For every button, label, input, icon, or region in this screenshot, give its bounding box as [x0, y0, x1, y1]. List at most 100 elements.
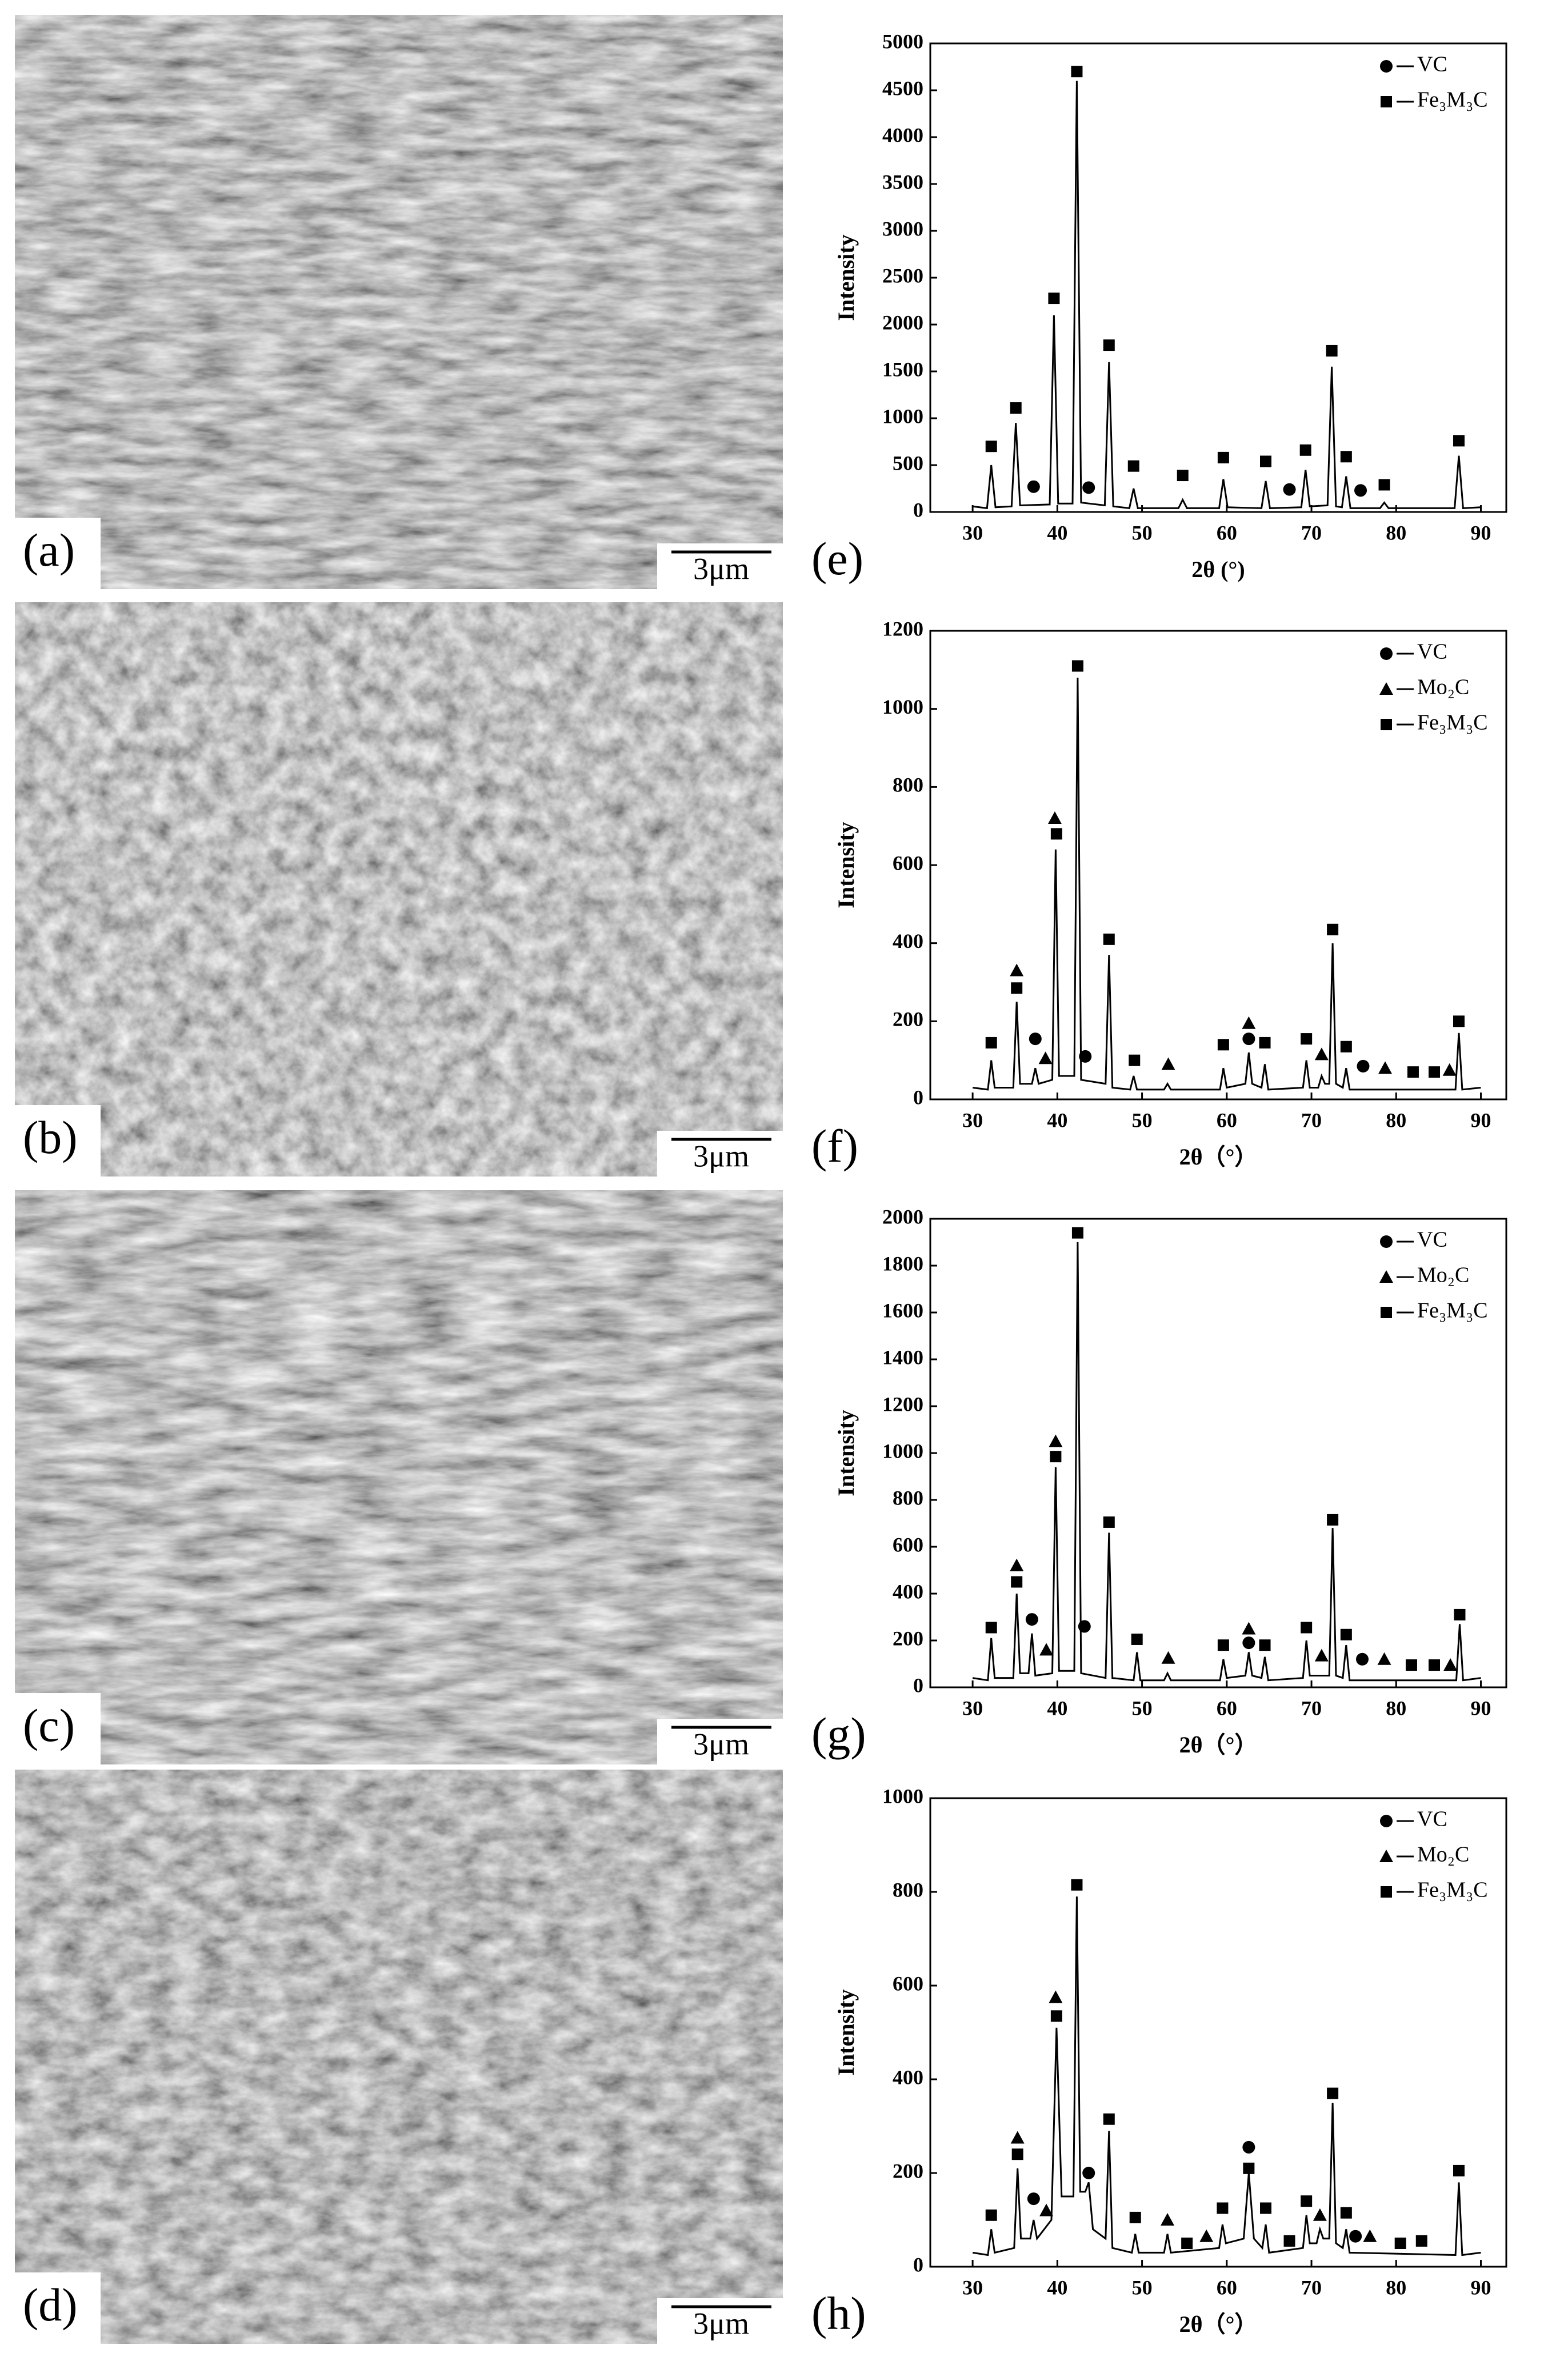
peak-marker	[1326, 345, 1338, 357]
xrd-trace	[972, 1896, 1481, 2256]
x-tick-label: 70	[1301, 521, 1322, 544]
panel-label: (c)	[23, 1699, 75, 1751]
y-tick-label: 500	[893, 451, 923, 474]
peak-marker	[1242, 1622, 1256, 1635]
y-tick-label: 400	[893, 930, 923, 953]
legend-label: VC	[1417, 640, 1447, 664]
peak-marker	[1314, 1648, 1329, 1662]
peak-marker	[1354, 484, 1367, 497]
y-tick-label: 2000	[882, 1205, 923, 1228]
peak-marker	[1356, 1652, 1369, 1666]
x-tick-label: 90	[1471, 2276, 1491, 2299]
peak-marker	[1340, 2207, 1352, 2219]
y-tick-label: 0	[913, 1674, 923, 1696]
peak-marker	[1161, 2213, 1175, 2226]
peak-marker	[1010, 2131, 1025, 2144]
peak-marker	[1301, 2195, 1313, 2207]
legend-label: Mo₂C	[1417, 1843, 1469, 1867]
peak-marker	[1131, 1633, 1143, 1645]
peak-marker	[1405, 1659, 1417, 1671]
peak-marker	[1301, 1033, 1313, 1045]
y-tick-label: 1000	[882, 1439, 923, 1462]
x-tick-label: 80	[1386, 1109, 1406, 1131]
peak-marker	[1340, 451, 1352, 463]
y-tick-label: 4000	[882, 123, 923, 146]
x-tick-label: 60	[1217, 1696, 1237, 1719]
peak-marker	[1363, 2229, 1377, 2242]
x-tick-label: 60	[1217, 521, 1237, 544]
panel-label-box	[15, 518, 101, 589]
xrd-trace	[972, 81, 1481, 510]
x-tick-label: 50	[1132, 521, 1153, 544]
peak-marker	[1327, 1514, 1339, 1526]
legend-marker	[1380, 647, 1393, 660]
peak-marker	[1259, 1037, 1271, 1049]
peak-marker	[1357, 1059, 1370, 1073]
legend-marker	[1381, 719, 1392, 730]
y-tick-label: 5000	[882, 30, 923, 53]
x-tick-label: 80	[1386, 521, 1406, 544]
peak-marker	[1047, 811, 1062, 824]
peak-marker	[1050, 2010, 1062, 2022]
x-tick-label: 30	[962, 1109, 983, 1131]
x-tick-label: 80	[1386, 2276, 1406, 2299]
panel-label-box	[15, 1693, 101, 1764]
legend-marker	[1379, 1850, 1393, 1862]
peak-marker	[1177, 470, 1189, 482]
peak-marker	[1082, 481, 1095, 494]
peak-marker	[1011, 982, 1023, 994]
x-tick-label: 50	[1132, 1109, 1153, 1131]
x-tick-label: 40	[1047, 2276, 1067, 2299]
peak-marker	[1050, 1451, 1062, 1463]
legend-marker	[1380, 60, 1393, 73]
xrd-trace	[972, 677, 1481, 1091]
panel-label: (a)	[23, 524, 75, 576]
peak-marker	[1050, 828, 1062, 840]
y-tick-label: 1000	[882, 695, 923, 718]
y-tick-label: 2500	[882, 264, 923, 287]
y-tick-label: 2000	[882, 311, 923, 334]
legend-label: Fe₃M₃C	[1417, 1878, 1488, 1902]
x-axis-label: 2θ（°）	[1179, 1732, 1258, 1758]
legend-marker	[1379, 1270, 1393, 1283]
peak-marker	[1129, 1054, 1141, 1066]
y-tick-label: 600	[893, 1972, 923, 1995]
panel-label: (b)	[23, 1111, 78, 1163]
x-tick-label: 40	[1047, 1109, 1067, 1131]
y-tick-label: 1200	[882, 1392, 923, 1415]
plot-frame	[929, 1218, 1507, 1688]
sem-image	[15, 1770, 783, 2344]
x-tick-label: 90	[1471, 1109, 1491, 1131]
peak-marker	[1071, 1227, 1083, 1239]
legend-marker	[1379, 682, 1393, 695]
y-tick-label: 200	[893, 1627, 923, 1650]
y-tick-label: 3000	[882, 217, 923, 240]
scale-bar-label: 3μm	[693, 1139, 749, 1173]
x-tick-label: 60	[1217, 2276, 1237, 2299]
y-axis-label: Intensity	[833, 234, 859, 321]
y-tick-label: 1800	[882, 1252, 923, 1275]
peak-marker	[1429, 1659, 1440, 1671]
y-tick-label: 600	[893, 1533, 923, 1556]
panel-label: (g)	[811, 1708, 866, 1760]
legend-marker	[1381, 96, 1392, 107]
x-tick-label: 70	[1301, 1109, 1322, 1131]
legend-label: Fe₃M₃C	[1417, 1299, 1488, 1323]
legend-marker	[1380, 1815, 1393, 1827]
y-tick-label: 0	[913, 2253, 923, 2276]
peak-marker	[1049, 1990, 1063, 2003]
y-tick-label: 800	[893, 1486, 923, 1509]
peak-marker	[985, 441, 997, 453]
y-tick-label: 0	[913, 1086, 923, 1109]
peak-marker	[1340, 1628, 1352, 1640]
y-tick-label: 600	[893, 851, 923, 874]
peak-marker	[1161, 1651, 1175, 1664]
legend-label: VC	[1417, 1228, 1447, 1252]
legend-marker	[1380, 1235, 1393, 1248]
y-tick-label: 3500	[882, 170, 923, 193]
peak-marker	[1260, 2202, 1272, 2214]
peak-marker	[1217, 451, 1229, 463]
peak-marker	[1283, 2235, 1295, 2247]
peak-marker	[1071, 66, 1083, 78]
peak-marker	[1129, 2211, 1141, 2223]
